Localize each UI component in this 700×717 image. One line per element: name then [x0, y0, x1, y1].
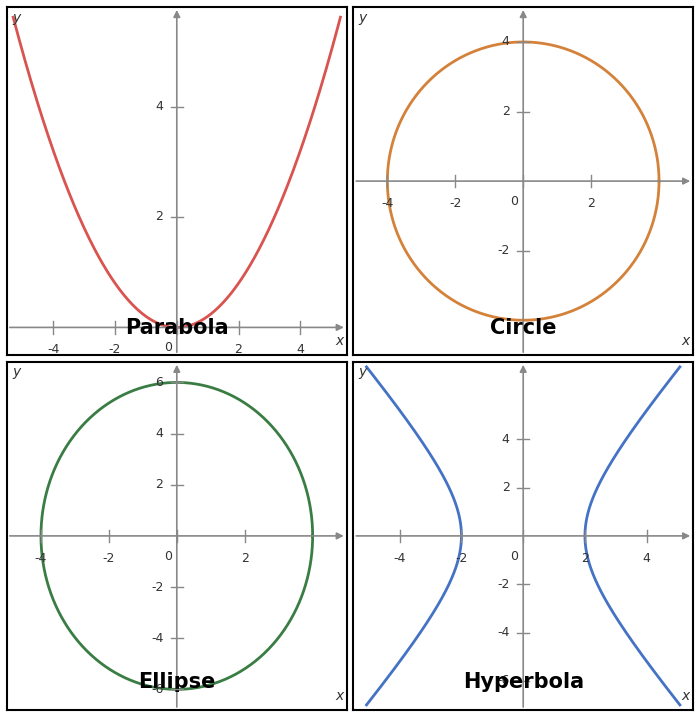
Text: 2: 2 — [234, 343, 242, 356]
Text: 6: 6 — [155, 376, 163, 389]
Text: -4: -4 — [151, 632, 163, 645]
Text: -4: -4 — [35, 551, 47, 564]
Text: -4: -4 — [47, 343, 60, 356]
Text: -2: -2 — [455, 551, 468, 564]
Text: Ellipse: Ellipse — [138, 673, 216, 693]
Text: -4: -4 — [498, 626, 510, 639]
Text: Circle: Circle — [490, 318, 556, 338]
Text: -6: -6 — [498, 675, 510, 688]
Text: -2: -2 — [151, 581, 163, 594]
Text: x: x — [335, 689, 343, 703]
Text: 4: 4 — [296, 343, 304, 356]
Text: 4: 4 — [643, 551, 650, 564]
Text: 2: 2 — [581, 551, 589, 564]
Text: 2: 2 — [502, 481, 510, 494]
Text: 2: 2 — [241, 551, 248, 564]
Text: -2: -2 — [103, 551, 115, 564]
Text: 2: 2 — [502, 105, 510, 118]
Text: 0: 0 — [510, 550, 518, 563]
Text: 2: 2 — [587, 196, 595, 210]
Text: 2: 2 — [155, 478, 163, 491]
Text: 0: 0 — [164, 341, 172, 354]
Text: y: y — [12, 11, 20, 24]
Text: y: y — [358, 11, 367, 24]
Text: 2: 2 — [155, 211, 163, 224]
Text: -2: -2 — [449, 196, 461, 210]
Text: y: y — [358, 366, 367, 379]
Text: -2: -2 — [109, 343, 121, 356]
Text: 4: 4 — [155, 427, 163, 440]
Text: Hyperbola: Hyperbola — [463, 673, 584, 693]
Text: Parabola: Parabola — [125, 318, 229, 338]
Text: 4: 4 — [155, 100, 163, 113]
Text: 0: 0 — [164, 550, 172, 563]
Text: x: x — [681, 334, 690, 348]
Text: -4: -4 — [382, 196, 393, 210]
Text: 4: 4 — [502, 35, 510, 49]
Text: x: x — [335, 334, 343, 348]
Text: -4: -4 — [393, 551, 406, 564]
Text: y: y — [12, 366, 20, 379]
Text: -6: -6 — [151, 683, 163, 696]
Text: 0: 0 — [510, 195, 518, 208]
Text: x: x — [681, 689, 690, 703]
Text: -2: -2 — [498, 244, 510, 257]
Text: -2: -2 — [498, 578, 510, 591]
Text: 4: 4 — [502, 433, 510, 446]
